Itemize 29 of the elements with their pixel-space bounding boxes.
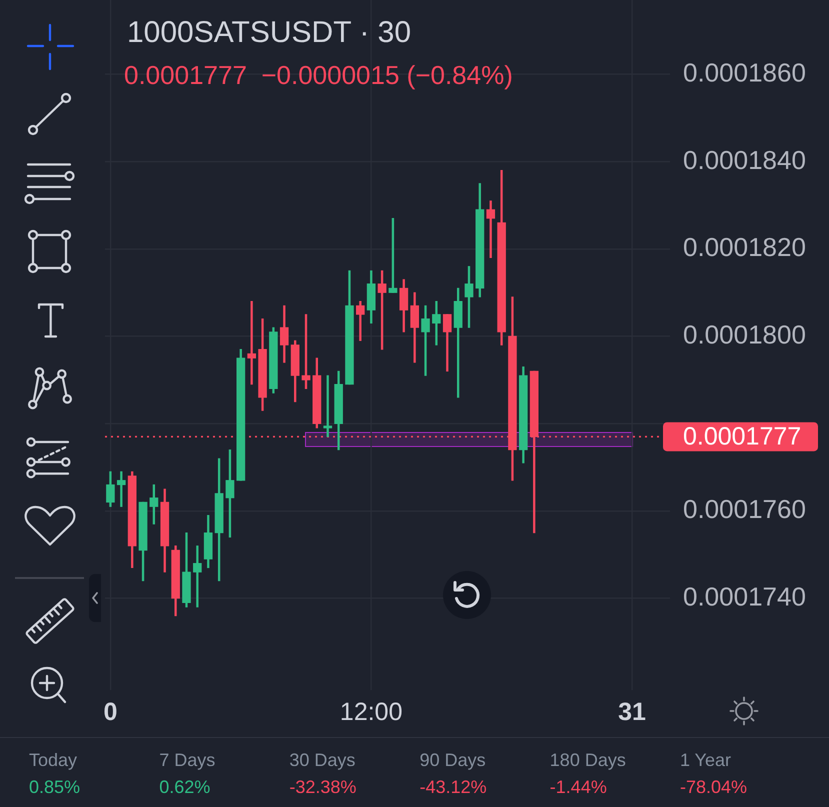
category-label: 7 Days bbox=[159, 749, 216, 771]
y-tick-label: 0.0001800 bbox=[683, 319, 806, 350]
y-tick-label: 0.0001820 bbox=[683, 232, 806, 262]
data-label: -1.44% bbox=[550, 776, 608, 798]
data-label: 0.62% bbox=[159, 776, 212, 798]
x-tick-label: 31 bbox=[618, 698, 646, 726]
y-tick-label: 0.0001840 bbox=[683, 144, 806, 175]
x-tick-label: 12:00 bbox=[340, 698, 402, 726]
y-tick-label: 0.0001740 bbox=[683, 581, 806, 612]
data-label: -43.12% bbox=[420, 776, 488, 798]
text: 1000SATSUSDT · 30 bbox=[127, 16, 412, 49]
text: 0.0001777 −0.0000015 (−0.84%) bbox=[124, 60, 513, 90]
candlestick bbox=[193, 546, 202, 608]
candlestick bbox=[486, 200, 496, 258]
x-tick-label: 0 bbox=[103, 698, 118, 726]
y-tick-label: 0.0001860 bbox=[683, 57, 806, 88]
candlestick bbox=[116, 471, 126, 507]
category-label: Today bbox=[29, 749, 78, 771]
category-label: 30 Days bbox=[289, 749, 356, 771]
category-label: 180 Days bbox=[550, 749, 627, 771]
category-label: 1 Year bbox=[680, 749, 732, 771]
category-label: 90 Days bbox=[420, 749, 487, 771]
data-label: -78.04% bbox=[680, 776, 748, 798]
data-label: -32.38% bbox=[289, 776, 358, 798]
y-tick-label: 0.0001760 bbox=[683, 494, 806, 524]
candlestick bbox=[323, 375, 332, 438]
data-label: 0.85% bbox=[29, 776, 82, 798]
ref-line-label: 0.0001777 bbox=[683, 422, 802, 451]
candlestick bbox=[247, 301, 256, 385]
